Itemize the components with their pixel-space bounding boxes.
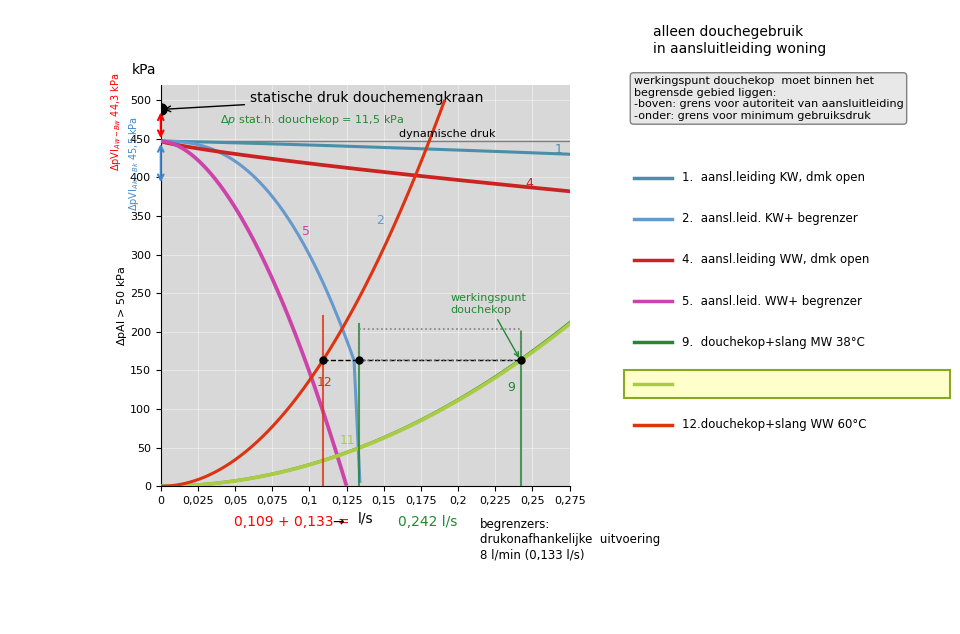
- Text: 0,109 + 0,133 =: 0,109 + 0,133 =: [234, 515, 349, 529]
- Text: 12.douchekop+slang WW 60°C: 12.douchekop+slang WW 60°C: [682, 418, 866, 431]
- Text: 9.  douchekop+slang MW 38°C: 9. douchekop+slang MW 38°C: [682, 336, 864, 349]
- Text: werkingspunt
douchekop: werkingspunt douchekop: [450, 293, 527, 356]
- Text: begrenzers:
drukonafhankelijke  uitvoering
8 l/min (0,133 l/s): begrenzers: drukonafhankelijke uitvoerin…: [480, 519, 660, 561]
- Text: werkingspunt douchekop  moet binnen het
begrensde gebied liggen:
-boven: grens v: werkingspunt douchekop moet binnen het b…: [634, 76, 903, 121]
- Text: $\Delta$pAl > 50 kPa: $\Delta$pAl > 50 kPa: [115, 266, 129, 346]
- Text: →: →: [332, 515, 344, 529]
- Text: 1.  aansl.leiding KW, dmk open: 1. aansl.leiding KW, dmk open: [682, 171, 865, 184]
- Text: $\Delta$pVI$_{Ak-Bk}$ 45,5 kPa: $\Delta$pVI$_{Ak-Bk}$ 45,5 kPa: [127, 115, 141, 210]
- Text: dynamische druk: dynamische druk: [398, 129, 495, 139]
- Text: $\Delta$pVI$_{Aw-Bw}$ 44,3 kPa: $\Delta$pVI$_{Aw-Bw}$ 44,3 kPa: [109, 72, 123, 171]
- Text: alleen douchegebruik
in aansluitleiding woning: alleen douchegebruik in aansluitleiding …: [653, 25, 826, 56]
- Text: 1: 1: [555, 143, 563, 156]
- Text: 12: 12: [317, 376, 332, 389]
- Text: 2: 2: [376, 214, 384, 227]
- X-axis label: l/s: l/s: [357, 512, 373, 526]
- Text: 11.douchekop+slang KW 20°C: 11.douchekop+slang KW 20°C: [682, 377, 862, 390]
- Text: 4.  aansl.leiding WW, dmk open: 4. aansl.leiding WW, dmk open: [682, 254, 869, 266]
- Text: 5.  aansl.leid. WW+ begrenzer: 5. aansl.leid. WW+ begrenzer: [682, 295, 862, 307]
- Text: 0,242 l/s: 0,242 l/s: [397, 515, 457, 529]
- Y-axis label: kPa: kPa: [132, 63, 156, 77]
- Text: $\Delta p$ stat.h. douchekop = 11,5 kPa: $\Delta p$ stat.h. douchekop = 11,5 kPa: [220, 113, 404, 127]
- Text: statische druk douchemengkraan: statische druk douchemengkraan: [165, 91, 483, 112]
- Text: 5: 5: [302, 225, 310, 238]
- Text: 9: 9: [507, 381, 516, 394]
- Text: 4: 4: [525, 178, 533, 190]
- Text: 11: 11: [339, 434, 355, 447]
- Text: 2.  aansl.leid. KW+ begrenzer: 2. aansl.leid. KW+ begrenzer: [682, 212, 857, 225]
- Bar: [358, 330, 520, 360]
